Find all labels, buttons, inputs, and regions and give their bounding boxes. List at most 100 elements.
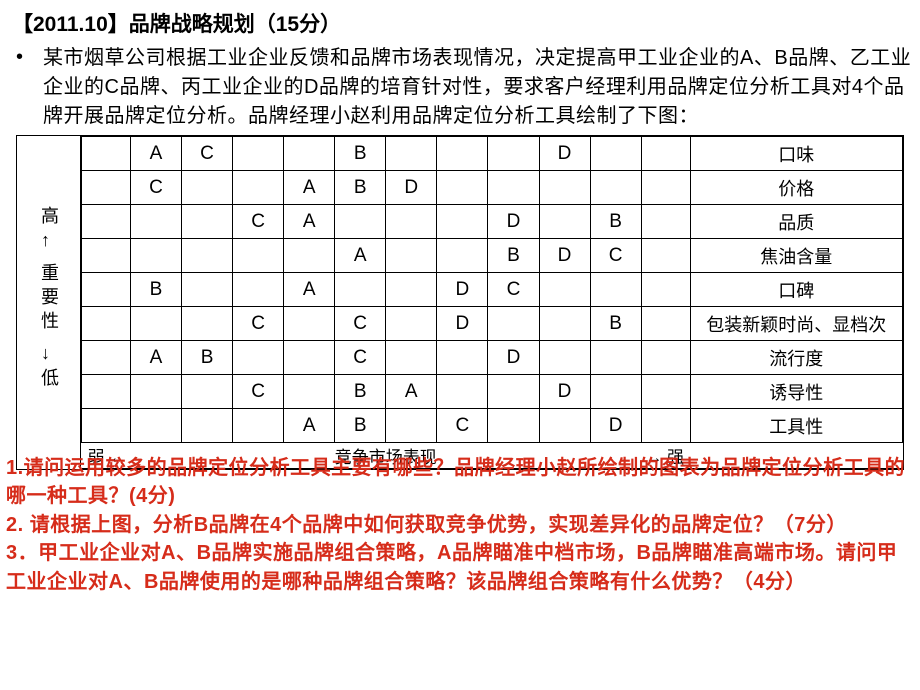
data-cell [233, 171, 284, 205]
data-cell [386, 341, 437, 375]
data-cell: C [233, 205, 284, 239]
data-cell [437, 137, 488, 171]
data-cell: C [488, 273, 539, 307]
data-cell: D [488, 341, 539, 375]
data-cell [386, 205, 437, 239]
data-cell [386, 409, 437, 443]
data-cell [182, 307, 233, 341]
data-cell [539, 273, 590, 307]
data-cell [130, 375, 181, 409]
data-cell [539, 307, 590, 341]
data-cell [539, 205, 590, 239]
data-cell: A [284, 205, 335, 239]
data-cell: D [386, 171, 437, 205]
data-cell: D [539, 137, 590, 171]
attribute-cell: 诱导性 [690, 375, 902, 409]
table-row: ABCD工具性 [82, 409, 903, 443]
y-axis-label: 高 ↑ 重 要 性 ↓ 低 [25, 204, 73, 390]
data-cell [590, 273, 641, 307]
data-grid: ACBD口味CABD价格CADB品质ABDC焦油含量BADC口碑CCDB包装新颖… [81, 136, 903, 469]
data-cell [641, 205, 690, 239]
data-cell [182, 375, 233, 409]
data-cell: D [590, 409, 641, 443]
data-cell [82, 307, 131, 341]
data-cell [284, 375, 335, 409]
data-cell [437, 375, 488, 409]
data-cell [82, 273, 131, 307]
data-cell: A [284, 273, 335, 307]
data-cell [386, 307, 437, 341]
data-cell [130, 205, 181, 239]
data-cell [590, 341, 641, 375]
data-cell: A [335, 239, 386, 273]
data-cell: B [182, 341, 233, 375]
data-cell [641, 307, 690, 341]
data-cell [590, 171, 641, 205]
data-cell [182, 239, 233, 273]
data-cell [641, 409, 690, 443]
attribute-cell: 品质 [690, 205, 902, 239]
data-cell [641, 137, 690, 171]
data-cell: C [590, 239, 641, 273]
data-cell [437, 341, 488, 375]
data-cell [641, 341, 690, 375]
data-cell [488, 307, 539, 341]
data-cell: A [130, 341, 181, 375]
data-cell: A [130, 137, 181, 171]
data-cell [437, 171, 488, 205]
data-cell [82, 239, 131, 273]
problem-statement: • 某市烟草公司根据工业企业反馈和品牌市场表现情况，决定提高甲工业企业的A、B品… [8, 44, 912, 131]
data-cell: C [233, 307, 284, 341]
data-cell [82, 341, 131, 375]
data-cell [284, 137, 335, 171]
data-cell [82, 409, 131, 443]
data-cell [335, 205, 386, 239]
data-cell [641, 171, 690, 205]
data-cell: C [233, 375, 284, 409]
data-cell [488, 171, 539, 205]
data-cell [386, 137, 437, 171]
data-cell [437, 239, 488, 273]
data-cell [182, 273, 233, 307]
table-row: CABD价格 [82, 171, 903, 205]
data-cell [539, 409, 590, 443]
data-cell: D [437, 273, 488, 307]
table-row: CCDB包装新颖时尚、显档次 [82, 307, 903, 341]
attribute-cell: 工具性 [690, 409, 902, 443]
data-cell [335, 273, 386, 307]
data-cell: C [130, 171, 181, 205]
data-cell: B [335, 137, 386, 171]
data-cell [284, 239, 335, 273]
data-cell [488, 409, 539, 443]
data-cell: D [437, 307, 488, 341]
data-cell: C [182, 137, 233, 171]
positioning-table: 高 ↑ 重 要 性 ↓ 低 ACBD口味CABD价格CADB品质ABDC焦油含量… [16, 135, 904, 470]
data-cell: C [335, 307, 386, 341]
data-cell: B [130, 273, 181, 307]
data-cell: C [437, 409, 488, 443]
data-cell [641, 273, 690, 307]
data-cell: D [539, 375, 590, 409]
data-cell [386, 239, 437, 273]
table-row: ACBD口味 [82, 137, 903, 171]
data-cell [82, 137, 131, 171]
data-cell [82, 171, 131, 205]
data-cell [284, 307, 335, 341]
question-3: 3．甲工业企业对A、B品牌实施品牌组合策略，A品牌瞄准中档市场，B品牌瞄准高端市… [6, 539, 912, 596]
table-row: B A DC 口碑 [82, 273, 903, 307]
data-cell [182, 171, 233, 205]
data-cell [130, 409, 181, 443]
y-axis: 高 ↑ 重 要 性 ↓ 低 [17, 136, 81, 469]
data-cell [233, 341, 284, 375]
data-cell [82, 205, 131, 239]
data-cell: B [335, 375, 386, 409]
data-cell: A [284, 409, 335, 443]
attribute-cell: 价格 [690, 171, 902, 205]
attribute-cell: 包装新颖时尚、显档次 [690, 307, 902, 341]
attribute-cell: 口碑 [690, 273, 902, 307]
bullet-dot: • [16, 46, 23, 69]
data-cell [284, 341, 335, 375]
data-cell [233, 239, 284, 273]
data-cell: B [488, 239, 539, 273]
problem-text: 某市烟草公司根据工业企业反馈和品牌市场表现情况，决定提高甲工业企业的A、B品牌、… [43, 44, 912, 131]
